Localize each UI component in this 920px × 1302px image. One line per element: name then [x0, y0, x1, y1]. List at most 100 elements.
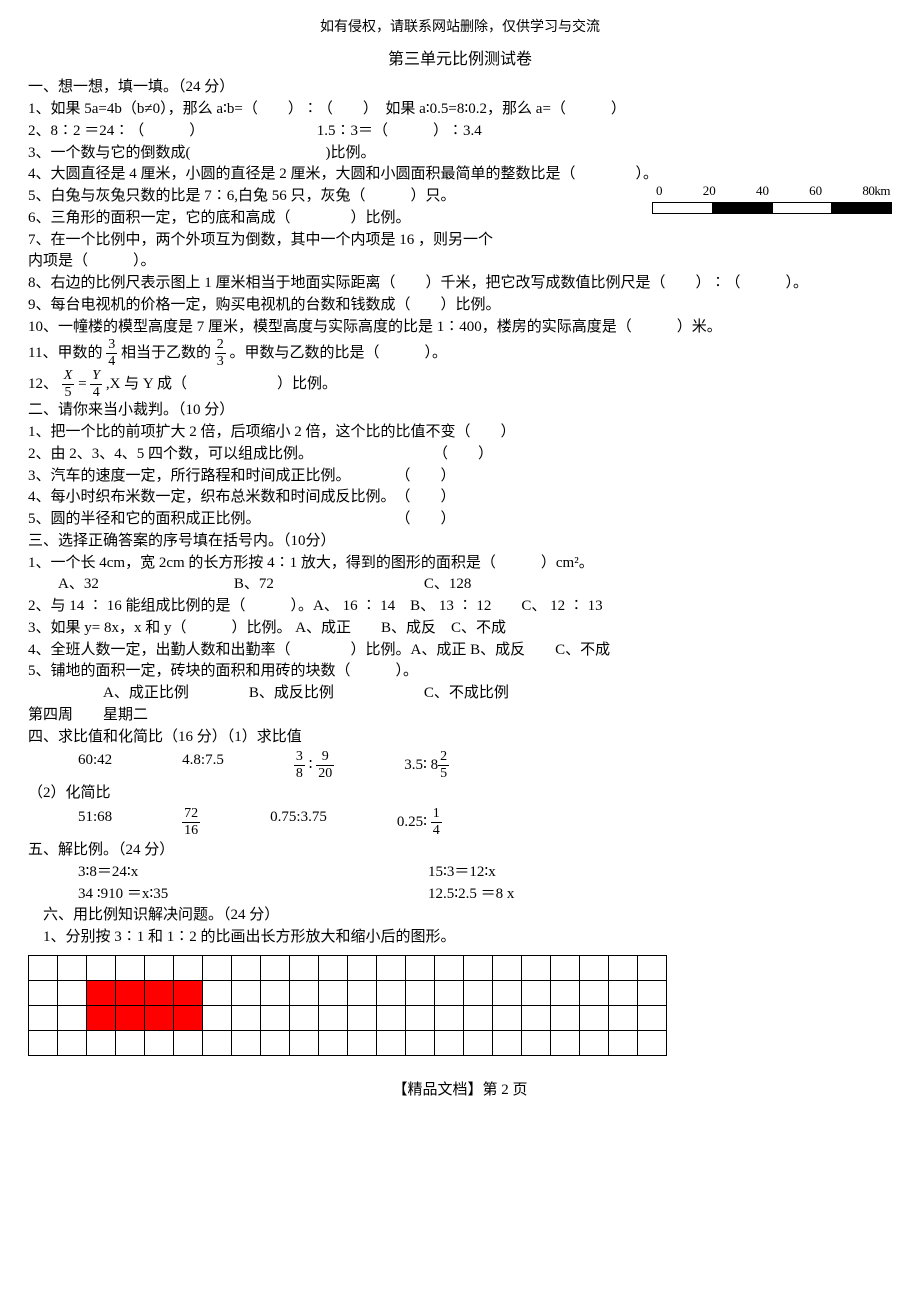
grid-cell	[406, 955, 435, 980]
q1-7a: 7、在一个比例中，两个外项互为倒数，其中一个内项是 16 ，则另一个	[28, 230, 892, 252]
q3-1-opts: A、32 B、72 C、128	[28, 574, 892, 596]
grid-cell	[174, 980, 203, 1005]
grid-cell	[261, 955, 290, 980]
scale-ruler: 0 20 40 60 80km	[652, 182, 892, 214]
ratio-row-2: 51:68 7216 0.75:3.75 0.25∶ 14	[78, 807, 892, 838]
grid-cell	[290, 1005, 319, 1030]
ruler-label: 40	[756, 182, 769, 201]
sec1-title: 一、想一想，填一填。（24 分）	[28, 77, 892, 99]
grid-cell	[551, 1030, 580, 1055]
grid-cell	[580, 980, 609, 1005]
grid-cell	[580, 1030, 609, 1055]
grid-cell	[522, 1005, 551, 1030]
q1-2: 2、8∶2 ＝24∶（ ） 1.5∶3＝（ ）∶3.4	[28, 121, 892, 143]
q1-8: 8、右边的比例尺表示图上 1 厘米相当于地面实际距离（ ）千米，把它改写成数值比…	[28, 273, 892, 295]
q1-3: 3、一个数与它的倒数成( )比例。	[28, 143, 892, 165]
grid-cell	[580, 1005, 609, 1030]
grid-cell	[174, 955, 203, 980]
grid-cell	[609, 980, 638, 1005]
ruler-bar	[652, 202, 892, 214]
footer: 【精品文档】第 2 页	[28, 1080, 892, 1102]
grid-cell	[493, 980, 522, 1005]
fraction-y-4: Y4	[90, 369, 102, 400]
q1-12: 12、 X5 = Y4 ,X 与 Y 成（ ）比例。	[28, 369, 892, 400]
grid-cell	[406, 1030, 435, 1055]
page-title: 第三单元比例测试卷	[28, 48, 892, 71]
ruler-label: 80km	[862, 182, 890, 201]
expr-1: 51:68	[78, 807, 112, 838]
grid-cell	[116, 1030, 145, 1055]
grid-cell	[464, 1030, 493, 1055]
grid-cell	[319, 980, 348, 1005]
grid-cell	[319, 1005, 348, 1030]
grid-cell	[551, 1005, 580, 1030]
sec5-title: 五、解比例。（24 分）	[28, 840, 892, 862]
grid-cell	[29, 955, 58, 980]
expr-2: 7216	[182, 807, 200, 838]
sec6-title: 六、用比例知识解决问题。（24 分）	[28, 905, 892, 927]
q3-3: 3、如果 y= 8x，x 和 y（ ）比例。 A、成正 B、成反 C、不成	[28, 618, 892, 640]
q3-2: 2、与 14 ∶ 16 能组成比例的是（ ）。A、 16 ∶ 14 B、 13 …	[28, 596, 892, 618]
sec4-sub2: （2）化简比	[28, 783, 892, 805]
grid-cell	[145, 955, 174, 980]
ruler-label: 60	[809, 182, 822, 201]
grid-cell	[435, 980, 464, 1005]
grid-cell	[145, 1005, 174, 1030]
grid-cell	[348, 1005, 377, 1030]
grid-cell	[203, 1005, 232, 1030]
fraction-2-3: 23	[215, 338, 226, 369]
grid-cell	[348, 955, 377, 980]
grid-cell	[87, 980, 116, 1005]
header-note: 如有侵权，请联系网站删除，仅供学习与交流	[28, 18, 892, 38]
grid-cell	[609, 1030, 638, 1055]
grid-cell	[145, 1030, 174, 1055]
grid-cell	[29, 980, 58, 1005]
q2-3: 3、汽车的速度一定，所行路程和时间成正比例。 （ ）	[28, 466, 892, 488]
q3-1: 1、一个长 4cm，宽 2cm 的长方形按 4∶1 放大，得到的图形的面积是（ …	[28, 553, 892, 575]
expr-4: 0.25∶ 14	[397, 807, 442, 838]
grid-cell	[493, 1030, 522, 1055]
grid-cell	[116, 955, 145, 980]
sec3-title: 三、选择正确答案的序号填在括号内。（10分）	[28, 531, 892, 553]
grid-figure	[28, 955, 892, 1056]
grid-cell	[116, 980, 145, 1005]
ratio-row-1: 60:42 4.8:7.5 38 ∶ 920 3.5∶ 825	[78, 750, 892, 781]
grid-cell	[377, 1005, 406, 1030]
grid-cell	[261, 1005, 290, 1030]
expr-1: 34 ∶910 ＝x∶35	[78, 884, 428, 906]
grid-cell	[58, 1030, 87, 1055]
grid-cell	[580, 955, 609, 980]
grid-cell	[638, 1005, 667, 1030]
grid-cell	[522, 980, 551, 1005]
grid-cell	[261, 1030, 290, 1055]
grid-cell	[493, 1005, 522, 1030]
expr-2: 15∶3＝12∶x	[428, 862, 496, 884]
grid-cell	[551, 980, 580, 1005]
ruler-labels: 0 20 40 60 80km	[652, 182, 892, 201]
sec4-title: 四、求比值和化简比（16 分）（1）求比值	[28, 727, 892, 749]
expr-4: 3.5∶ 825	[404, 750, 449, 781]
grid-cell	[638, 980, 667, 1005]
solve-row-2: 34 ∶910 ＝x∶35 12.5∶2.5 ＝8 x	[78, 884, 892, 906]
grid-cell	[435, 955, 464, 980]
q2-5: 5、圆的半径和它的面积成正比例。 （ ）	[28, 509, 892, 531]
grid-cell	[145, 980, 174, 1005]
expr-3: 0.75:3.75	[270, 807, 327, 838]
week-line: 第四周 星期二	[28, 705, 892, 727]
q1-1: 1、如果 5a=4b（b≠0），那么 a∶b=（ ）∶（ ） 如果 a∶0.5=…	[28, 99, 892, 121]
grid-cell	[174, 1005, 203, 1030]
grid-cell	[406, 1005, 435, 1030]
q3-5: 5、铺地的面积一定，砖块的面积和用砖的块数（ ）。	[28, 661, 892, 683]
q2-4: 4、每小时织布米数一定，织布总米数和时间成反比例。 （ ）	[28, 487, 892, 509]
grid-cell	[609, 1005, 638, 1030]
q6-1: 1、分别按 3∶1 和 1∶2 的比画出长方形放大和缩小后的图形。	[28, 927, 892, 949]
fraction-3-4: 34	[106, 338, 117, 369]
grid-cell	[29, 1030, 58, 1055]
grid-cell	[58, 955, 87, 980]
fraction-x-5: X5	[62, 369, 75, 400]
ruler-label: 20	[703, 182, 716, 201]
grid-cell	[319, 1030, 348, 1055]
grid-cell	[464, 980, 493, 1005]
grid-cell	[609, 955, 638, 980]
grid-cell	[116, 1005, 145, 1030]
